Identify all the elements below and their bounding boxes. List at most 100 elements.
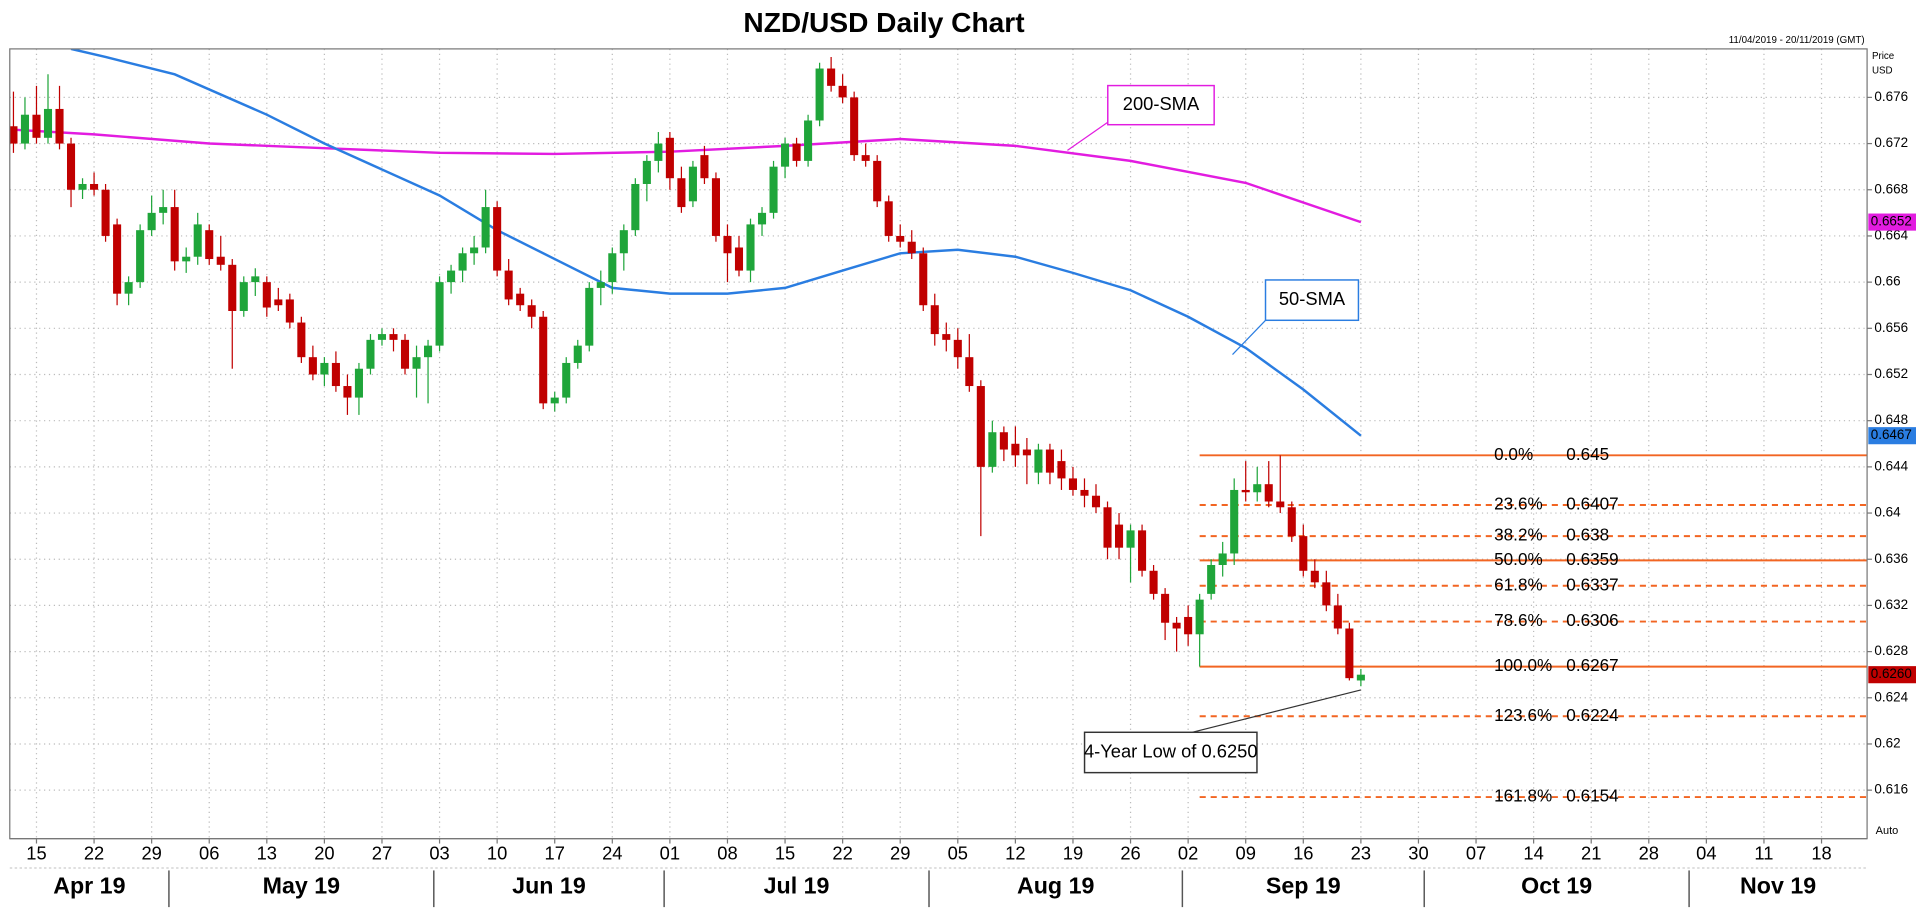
x-tick-label: 19 (1063, 842, 1083, 863)
candle-body (1126, 530, 1135, 548)
candle-body (504, 270, 513, 300)
candle-body (1241, 489, 1250, 493)
candle-body (838, 85, 847, 98)
sma-price-tag-bg (1868, 427, 1916, 445)
candle-body (1045, 449, 1054, 473)
candle-body (1034, 449, 1043, 473)
candle-body (354, 368, 363, 398)
candle-body (32, 114, 41, 138)
x-tick-label: 24 (602, 842, 622, 863)
candle-body (159, 207, 168, 213)
fib-label: 78.6% (1494, 611, 1543, 630)
candle-body (470, 247, 479, 254)
month-label: Apr 19 (53, 873, 125, 899)
month-label: Aug 19 (1017, 873, 1095, 899)
fib-label: 0.0% (1494, 445, 1533, 464)
candle-body (124, 282, 133, 294)
x-tick-label: 10 (487, 842, 507, 863)
candle-body (228, 264, 237, 311)
sma50-annotation-pointer (1232, 317, 1269, 355)
candle-body (493, 207, 502, 271)
candle-body (1184, 616, 1193, 635)
candle-body (746, 224, 755, 271)
x-tick-label: 20 (314, 842, 334, 863)
y-tick-label: 0.62 (1874, 736, 1900, 751)
candle-body (412, 357, 421, 369)
fib-value: 0.6267 (1566, 656, 1618, 675)
candle-body (20, 114, 30, 144)
candle-body (930, 305, 939, 335)
fib-value: 0.6337 (1566, 575, 1618, 594)
candle-body (550, 397, 559, 404)
candle-body (688, 166, 697, 202)
low-annotation-box (1083, 731, 1258, 774)
candle-body (1114, 524, 1124, 548)
candle-body (343, 386, 352, 398)
x-tick-label: 02 (1178, 842, 1198, 863)
candle-body (642, 160, 651, 184)
sma50-annotation-box (1264, 279, 1360, 322)
x-tick-label: 09 (1236, 842, 1256, 863)
sma200-annotation-pointer (1067, 121, 1109, 151)
x-tick-label: 27 (372, 842, 392, 863)
candle-body (965, 357, 974, 387)
x-tick-label: 18 (1811, 842, 1831, 863)
candle-body (1068, 478, 1078, 490)
fib-value: 0.645 (1566, 445, 1609, 464)
sma-price-tag-bg (1868, 213, 1916, 231)
candle-body (700, 155, 709, 179)
axes: 0.6760.6720.6680.6640.660.6560.6520.6480… (9, 48, 1916, 908)
candle-body (1057, 461, 1066, 479)
x-tick-label: 15 (26, 842, 46, 863)
candle-body (55, 108, 64, 144)
candle-body (1103, 507, 1112, 548)
fib-label: 100.0% (1494, 656, 1552, 675)
y-tick-label: 0.668 (1874, 181, 1908, 196)
x-tick-label: 17 (545, 842, 565, 863)
candle-body (43, 108, 53, 138)
candle-body (677, 178, 686, 208)
candle-body (723, 235, 732, 254)
candle-body (1022, 449, 1031, 456)
x-tick-label: 22 (84, 842, 104, 863)
candle-body (804, 120, 813, 161)
last-price-tag-bg (1868, 666, 1916, 684)
fib-value: 0.6359 (1566, 550, 1618, 569)
y-tick-label: 0.632 (1874, 597, 1908, 612)
y-tick-label: 0.664 (1874, 227, 1908, 242)
candle-body (182, 256, 191, 262)
candle-body (562, 362, 571, 398)
candle-body (619, 230, 628, 254)
candle-body (1230, 489, 1239, 554)
candle-body (608, 253, 617, 283)
candle-body (1161, 593, 1170, 623)
x-tick-label: 12 (1005, 842, 1025, 863)
y-tick-label: 0.64 (1874, 505, 1901, 520)
y-tick-label: 0.676 (1874, 89, 1908, 104)
x-tick-label: 06 (199, 842, 219, 863)
candle-body (205, 230, 214, 260)
x-tick-label: 04 (1696, 842, 1716, 863)
sma-line (70, 48, 1362, 437)
candle-body (942, 334, 951, 340)
fib-value: 0.6407 (1566, 494, 1618, 513)
candle-body (665, 137, 674, 179)
x-tick-label: 13 (257, 842, 277, 863)
month-label: Sep 19 (1266, 873, 1341, 899)
candle-body (424, 345, 433, 358)
x-tick-label: 03 (429, 842, 449, 863)
candle-body (320, 362, 329, 375)
candle-body (1322, 582, 1331, 606)
candle-body (113, 224, 122, 294)
candle-body (1172, 622, 1181, 629)
candle-body (1207, 565, 1216, 594)
x-tick-label: 15 (775, 842, 795, 863)
candle-body (447, 270, 456, 283)
candle-body (527, 305, 536, 317)
candle-body (170, 207, 179, 262)
candle-body (90, 183, 99, 190)
y-tick-label: 0.672 (1874, 135, 1908, 150)
y-tick-label: 0.656 (1874, 320, 1908, 335)
fib-label: 23.6% (1494, 494, 1543, 513)
